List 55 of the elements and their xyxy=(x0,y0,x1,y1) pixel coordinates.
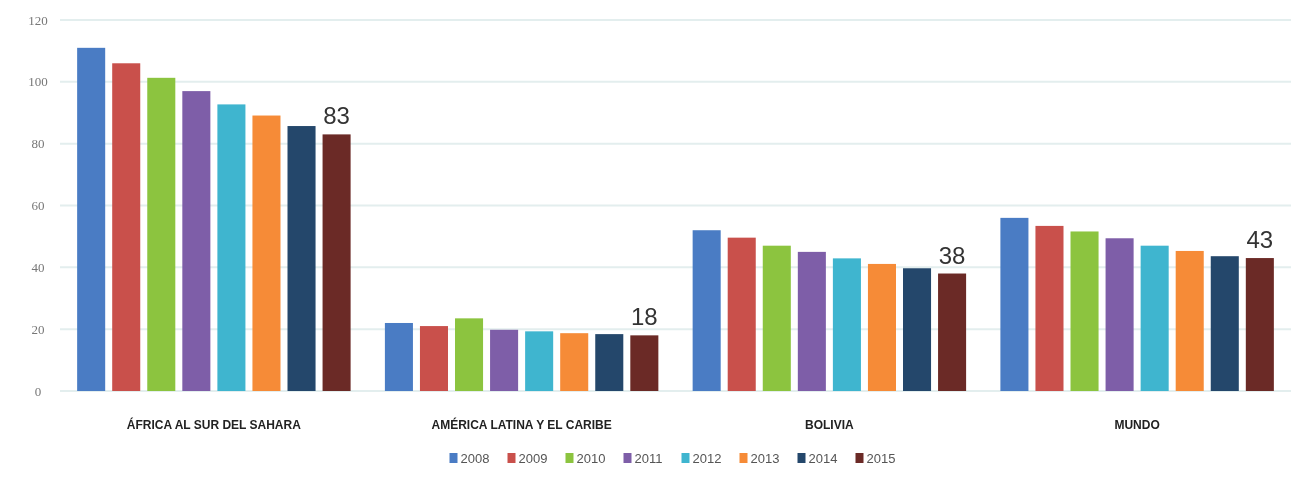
bar xyxy=(217,104,246,391)
bar xyxy=(1105,238,1134,391)
legend-label: 2013 xyxy=(750,450,780,466)
y-tick-label: 100 xyxy=(28,74,48,90)
legend-label: 2009 xyxy=(518,450,548,466)
bar xyxy=(1000,217,1029,391)
bar xyxy=(867,263,896,391)
bar xyxy=(762,245,791,391)
bar xyxy=(1140,245,1169,391)
data-label: 38 xyxy=(938,241,966,269)
y-tick-label: 80 xyxy=(31,136,45,152)
legend-label: 2012 xyxy=(692,450,722,466)
bar xyxy=(692,230,721,391)
bar xyxy=(287,126,316,391)
bar xyxy=(147,77,176,391)
bar xyxy=(182,91,211,391)
legend-label: 2010 xyxy=(576,450,606,466)
bar xyxy=(797,251,826,391)
bar xyxy=(525,331,554,391)
bar xyxy=(252,115,281,391)
bar xyxy=(630,335,659,391)
data-label: 43 xyxy=(1246,226,1274,254)
bar xyxy=(1175,250,1204,391)
y-tick-label: 20 xyxy=(31,321,45,337)
bar xyxy=(419,326,448,391)
y-tick-label: 40 xyxy=(31,259,45,275)
bar xyxy=(903,268,932,391)
bar xyxy=(1070,231,1099,391)
bar xyxy=(832,258,861,391)
bar xyxy=(1210,256,1239,391)
bar xyxy=(112,63,141,391)
data-label: 83 xyxy=(323,102,350,130)
data-label: 18 xyxy=(630,303,658,331)
legend-label: 2011 xyxy=(634,450,663,466)
legend-label: 2008 xyxy=(460,450,490,466)
y-tick-label: 60 xyxy=(31,198,45,214)
x-tick-label: ÁFRICA AL SUR DEL SAHARA xyxy=(126,417,302,432)
legend-label: 2015 xyxy=(866,450,896,466)
bar xyxy=(384,322,413,391)
bar xyxy=(938,273,967,391)
bar xyxy=(455,318,484,391)
y-tick-label: 120 xyxy=(28,12,48,28)
bar xyxy=(727,237,756,391)
bar xyxy=(595,334,624,391)
x-tick-label: AMÉRICA LATINA Y EL CARIBE xyxy=(431,417,612,432)
bar xyxy=(490,329,519,391)
bar xyxy=(560,333,589,391)
legend-label: 2014 xyxy=(808,450,838,466)
bar xyxy=(322,134,351,391)
bar xyxy=(77,47,106,391)
x-tick-label: MUNDO xyxy=(1114,418,1160,432)
bar xyxy=(1245,258,1274,391)
y-tick-label: 0 xyxy=(34,383,42,399)
x-tick-label: BOLIVIA xyxy=(805,418,855,432)
bar xyxy=(1035,225,1064,391)
